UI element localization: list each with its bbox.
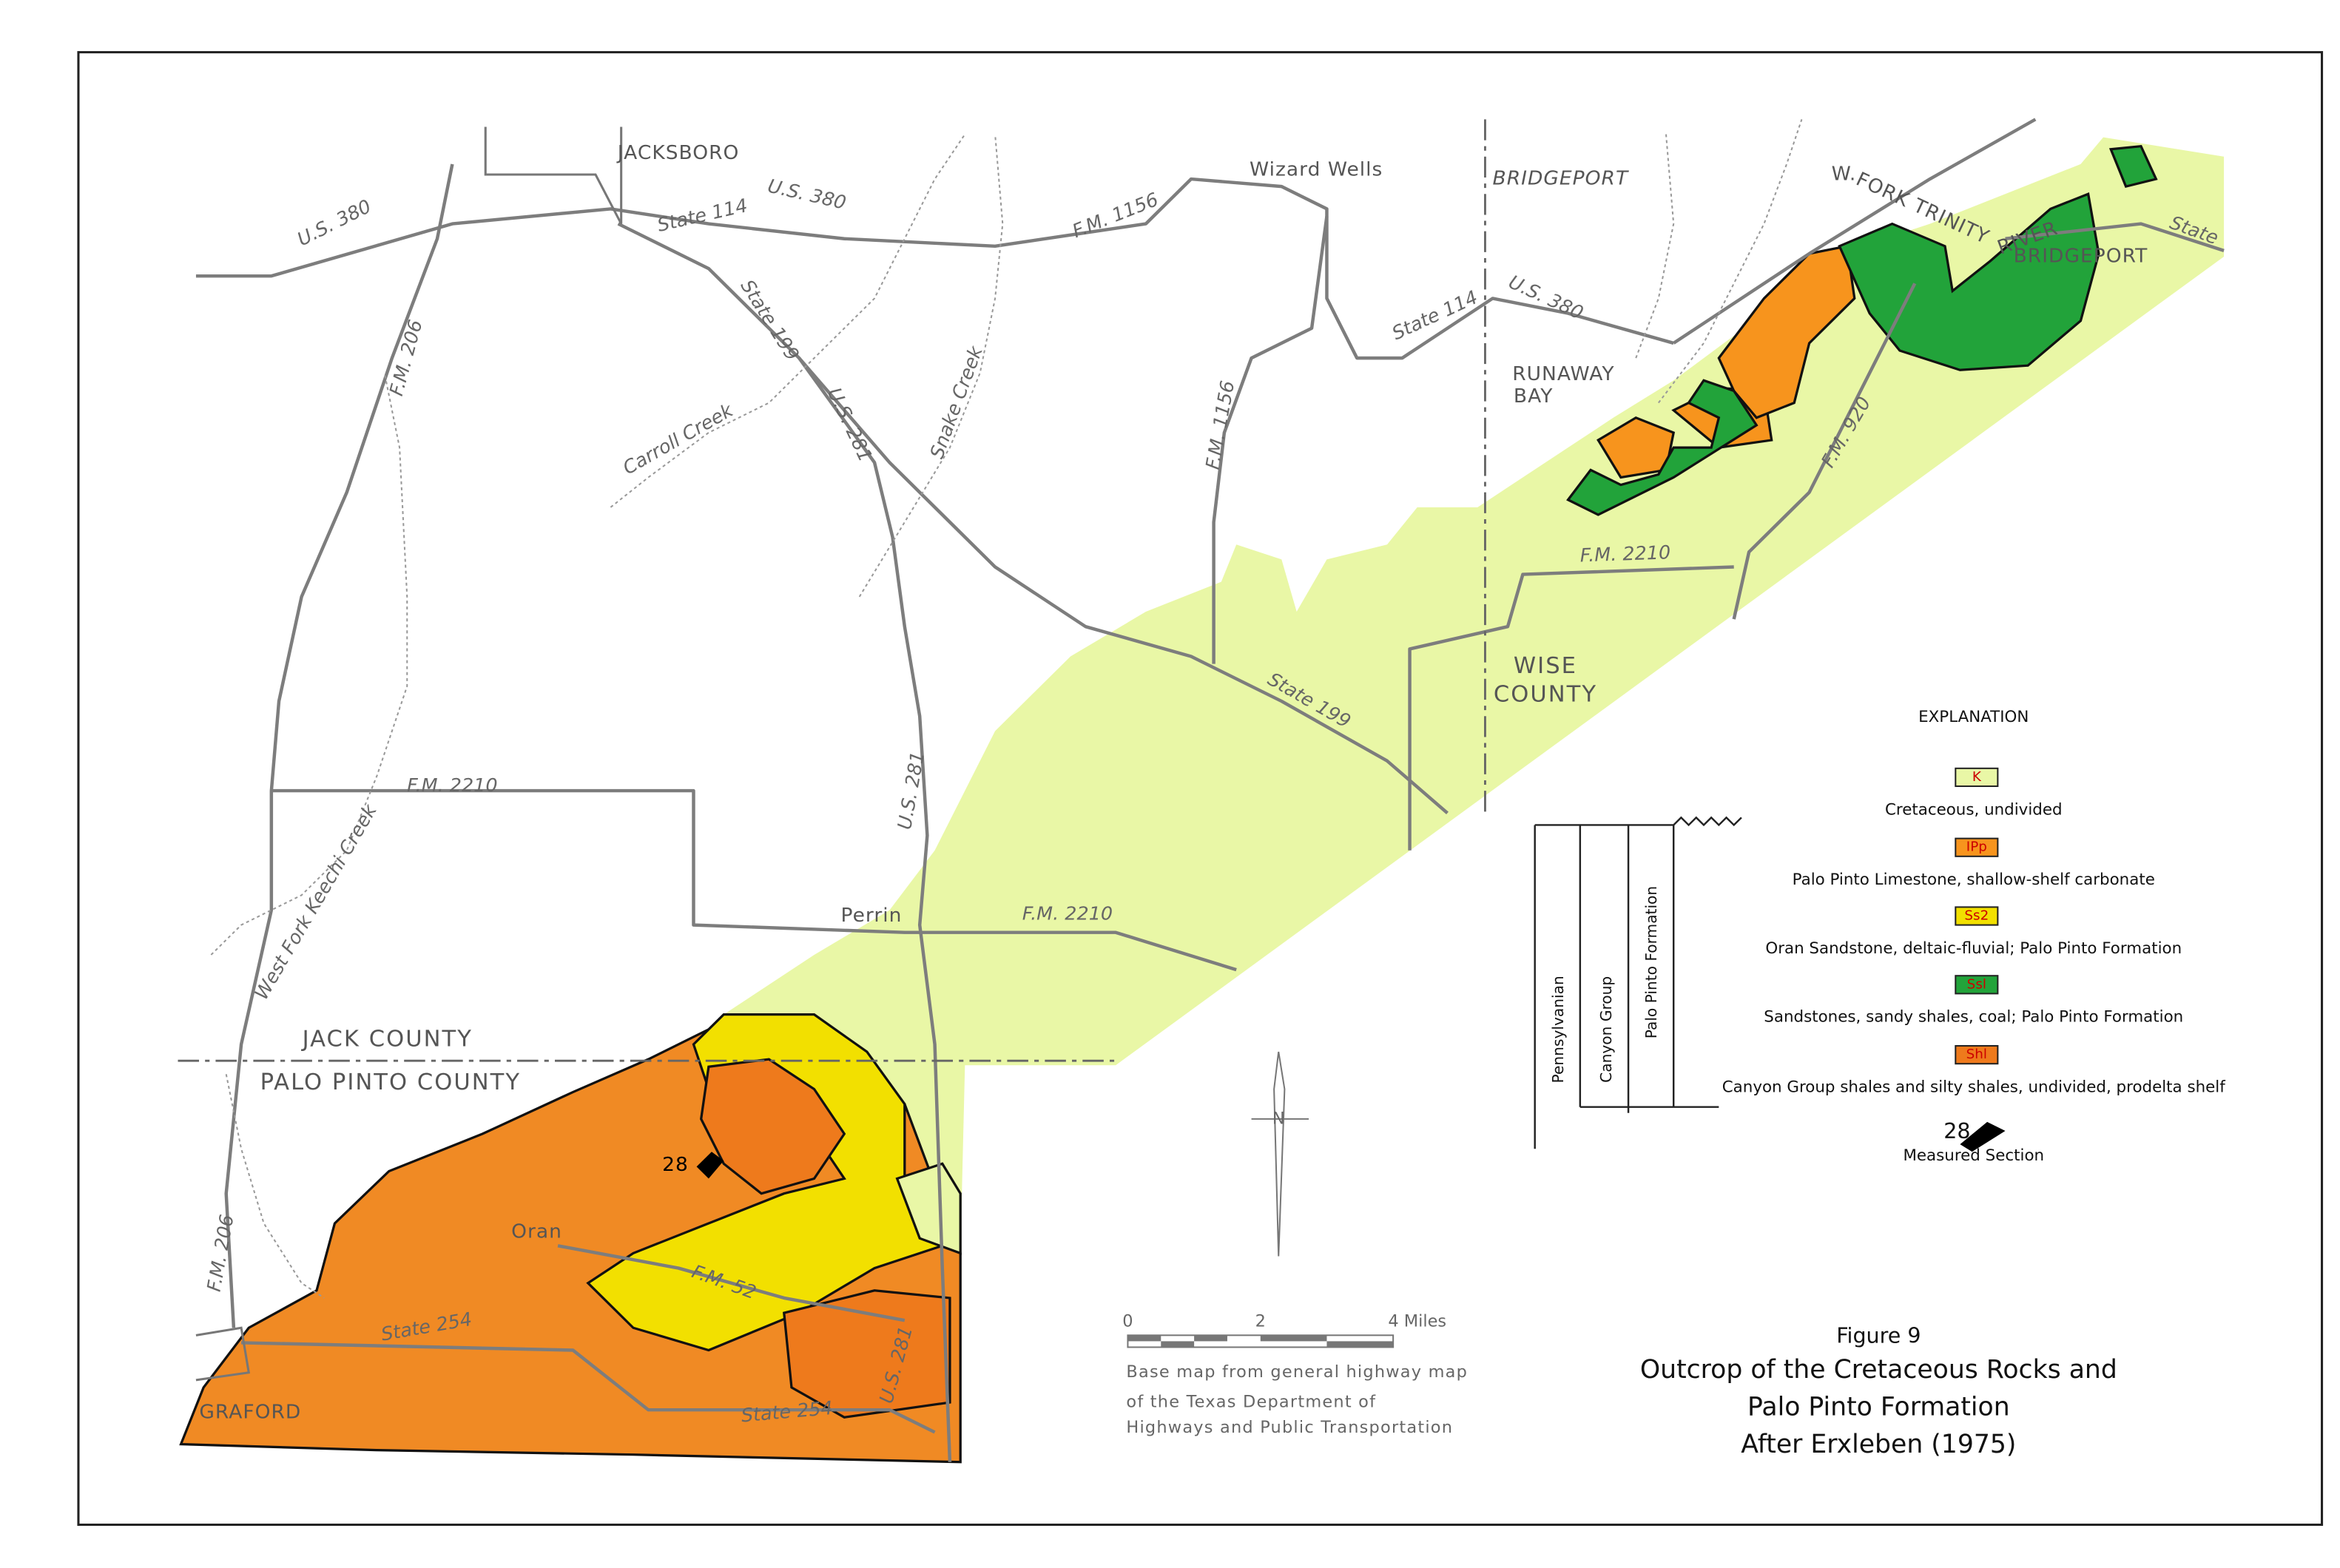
measured-section-arrow: [696, 1152, 724, 1179]
legend-swatches: [1955, 767, 2006, 1152]
stream: [610, 133, 966, 508]
measured-section-number: 28: [662, 1154, 689, 1176]
legend-description: Sandstones, sandy shales, coal; Palo Pin…: [1764, 1008, 2183, 1027]
canyon-shale-lobe: [783, 1289, 951, 1419]
canyon-shale-lobe: [699, 1058, 846, 1195]
legend-symbol: Shl: [1966, 1047, 1987, 1062]
place-label: BAY: [1514, 385, 1553, 408]
legend-symbol: K: [1972, 769, 1982, 785]
palo-pinto-limestone-outcrop: [1717, 244, 1856, 419]
road-label: F.M. 2210: [407, 774, 497, 796]
county-label: PALO PINTO COUNTY: [260, 1069, 521, 1095]
column-label: Palo Pinto Formation: [1642, 886, 1660, 1038]
scale-bar: [1127, 1334, 1395, 1348]
stream: [210, 373, 408, 956]
river-label: W.: [1832, 163, 1857, 186]
place-label: Perrin: [841, 905, 903, 927]
legend-description: Oran Sandstone, deltaic-fluvial; Palo Pi…: [1765, 939, 2182, 958]
place-label: RUNAWAY: [1512, 363, 1614, 385]
north-arrow: [1273, 1051, 1286, 1257]
road: [1732, 283, 1917, 620]
scale-note: Highways and Public Transportation: [1126, 1418, 1453, 1437]
road: [241, 1341, 936, 1434]
scale-note: Base map from general highway map: [1126, 1362, 1468, 1382]
figure-title: Palo Pinto Formation: [1747, 1393, 2010, 1422]
figure-number: Figure 9: [1836, 1323, 1921, 1348]
scale-note: of the Texas Department of: [1126, 1393, 1376, 1412]
road: [1408, 565, 1734, 851]
county-label: COUNTY: [1494, 682, 1597, 708]
town-boundary: [195, 1326, 251, 1382]
legend-symbol: Ssl: [1967, 976, 1986, 992]
place-label: Wizard Wells: [1250, 159, 1383, 181]
road: [224, 163, 454, 1328]
column-label: Canyon Group: [1597, 976, 1615, 1083]
county-label: WISE: [1514, 653, 1577, 679]
scale-label: 4 Miles: [1388, 1312, 1446, 1331]
road: [195, 177, 1674, 360]
sandstone-coal-outcrop: [2108, 144, 2158, 189]
place-label: GRAFORD: [199, 1402, 301, 1424]
place-label: BRIDGEPORT: [2014, 246, 2148, 268]
figure-title: After Erxleben (1975): [1741, 1430, 2016, 1459]
palo-pinto-limestone-outcrop: [1596, 416, 1676, 479]
roads: [195, 118, 2225, 1462]
north-label: N: [1272, 1109, 1285, 1128]
cretaceous-inlier: [895, 1162, 962, 1255]
sandstone-coal-outcrop: [1838, 192, 2100, 371]
legend-description: Canyon Group shales and silty shales, un…: [1722, 1078, 2226, 1097]
legend-symbol: Ss2: [1964, 908, 1989, 924]
stream: [1658, 119, 1803, 404]
road: [557, 1244, 906, 1322]
place-label: JACKSBORO: [616, 142, 740, 164]
legend-heading: EXPLANATION: [1918, 708, 2029, 726]
legend-description: Palo Pinto Limestone, shallow-shelf carb…: [1793, 871, 2155, 889]
stream: [1635, 134, 1675, 359]
legend-measured-label: Measured Section: [1903, 1146, 2044, 1165]
stratigraphic-column: [1534, 816, 1742, 1149]
legend-description: Cretaceous, undivided: [1885, 800, 2063, 819]
legend-symbol: IPp: [1966, 839, 1987, 855]
road-label: F.M. 2210: [1022, 902, 1113, 925]
road-label: F.M. 2210: [1579, 541, 1670, 566]
scale-label: 2: [1255, 1312, 1266, 1331]
road: [617, 222, 1449, 815]
road: [1672, 118, 2037, 345]
legend-measured-number: 28: [1943, 1119, 1970, 1143]
stream: [225, 1074, 325, 1299]
place-label: BRIDGEPORT: [1493, 168, 1629, 190]
place-label: Oran: [511, 1221, 562, 1243]
scale-label: 0: [1122, 1312, 1133, 1331]
county-label: JACK COUNTY: [301, 1027, 473, 1052]
road: [2005, 222, 2225, 252]
road: [271, 788, 1237, 972]
streams: [210, 119, 1803, 1299]
figure-title: Outcrop of the Cretaceous Rocks and: [1640, 1355, 2117, 1385]
sandstone-coal-outcrop: [1566, 379, 1759, 516]
column-label: Pennsylvanian: [1549, 976, 1567, 1083]
road: [798, 356, 952, 1462]
town-boundary: [484, 126, 623, 225]
road: [1212, 216, 1329, 664]
